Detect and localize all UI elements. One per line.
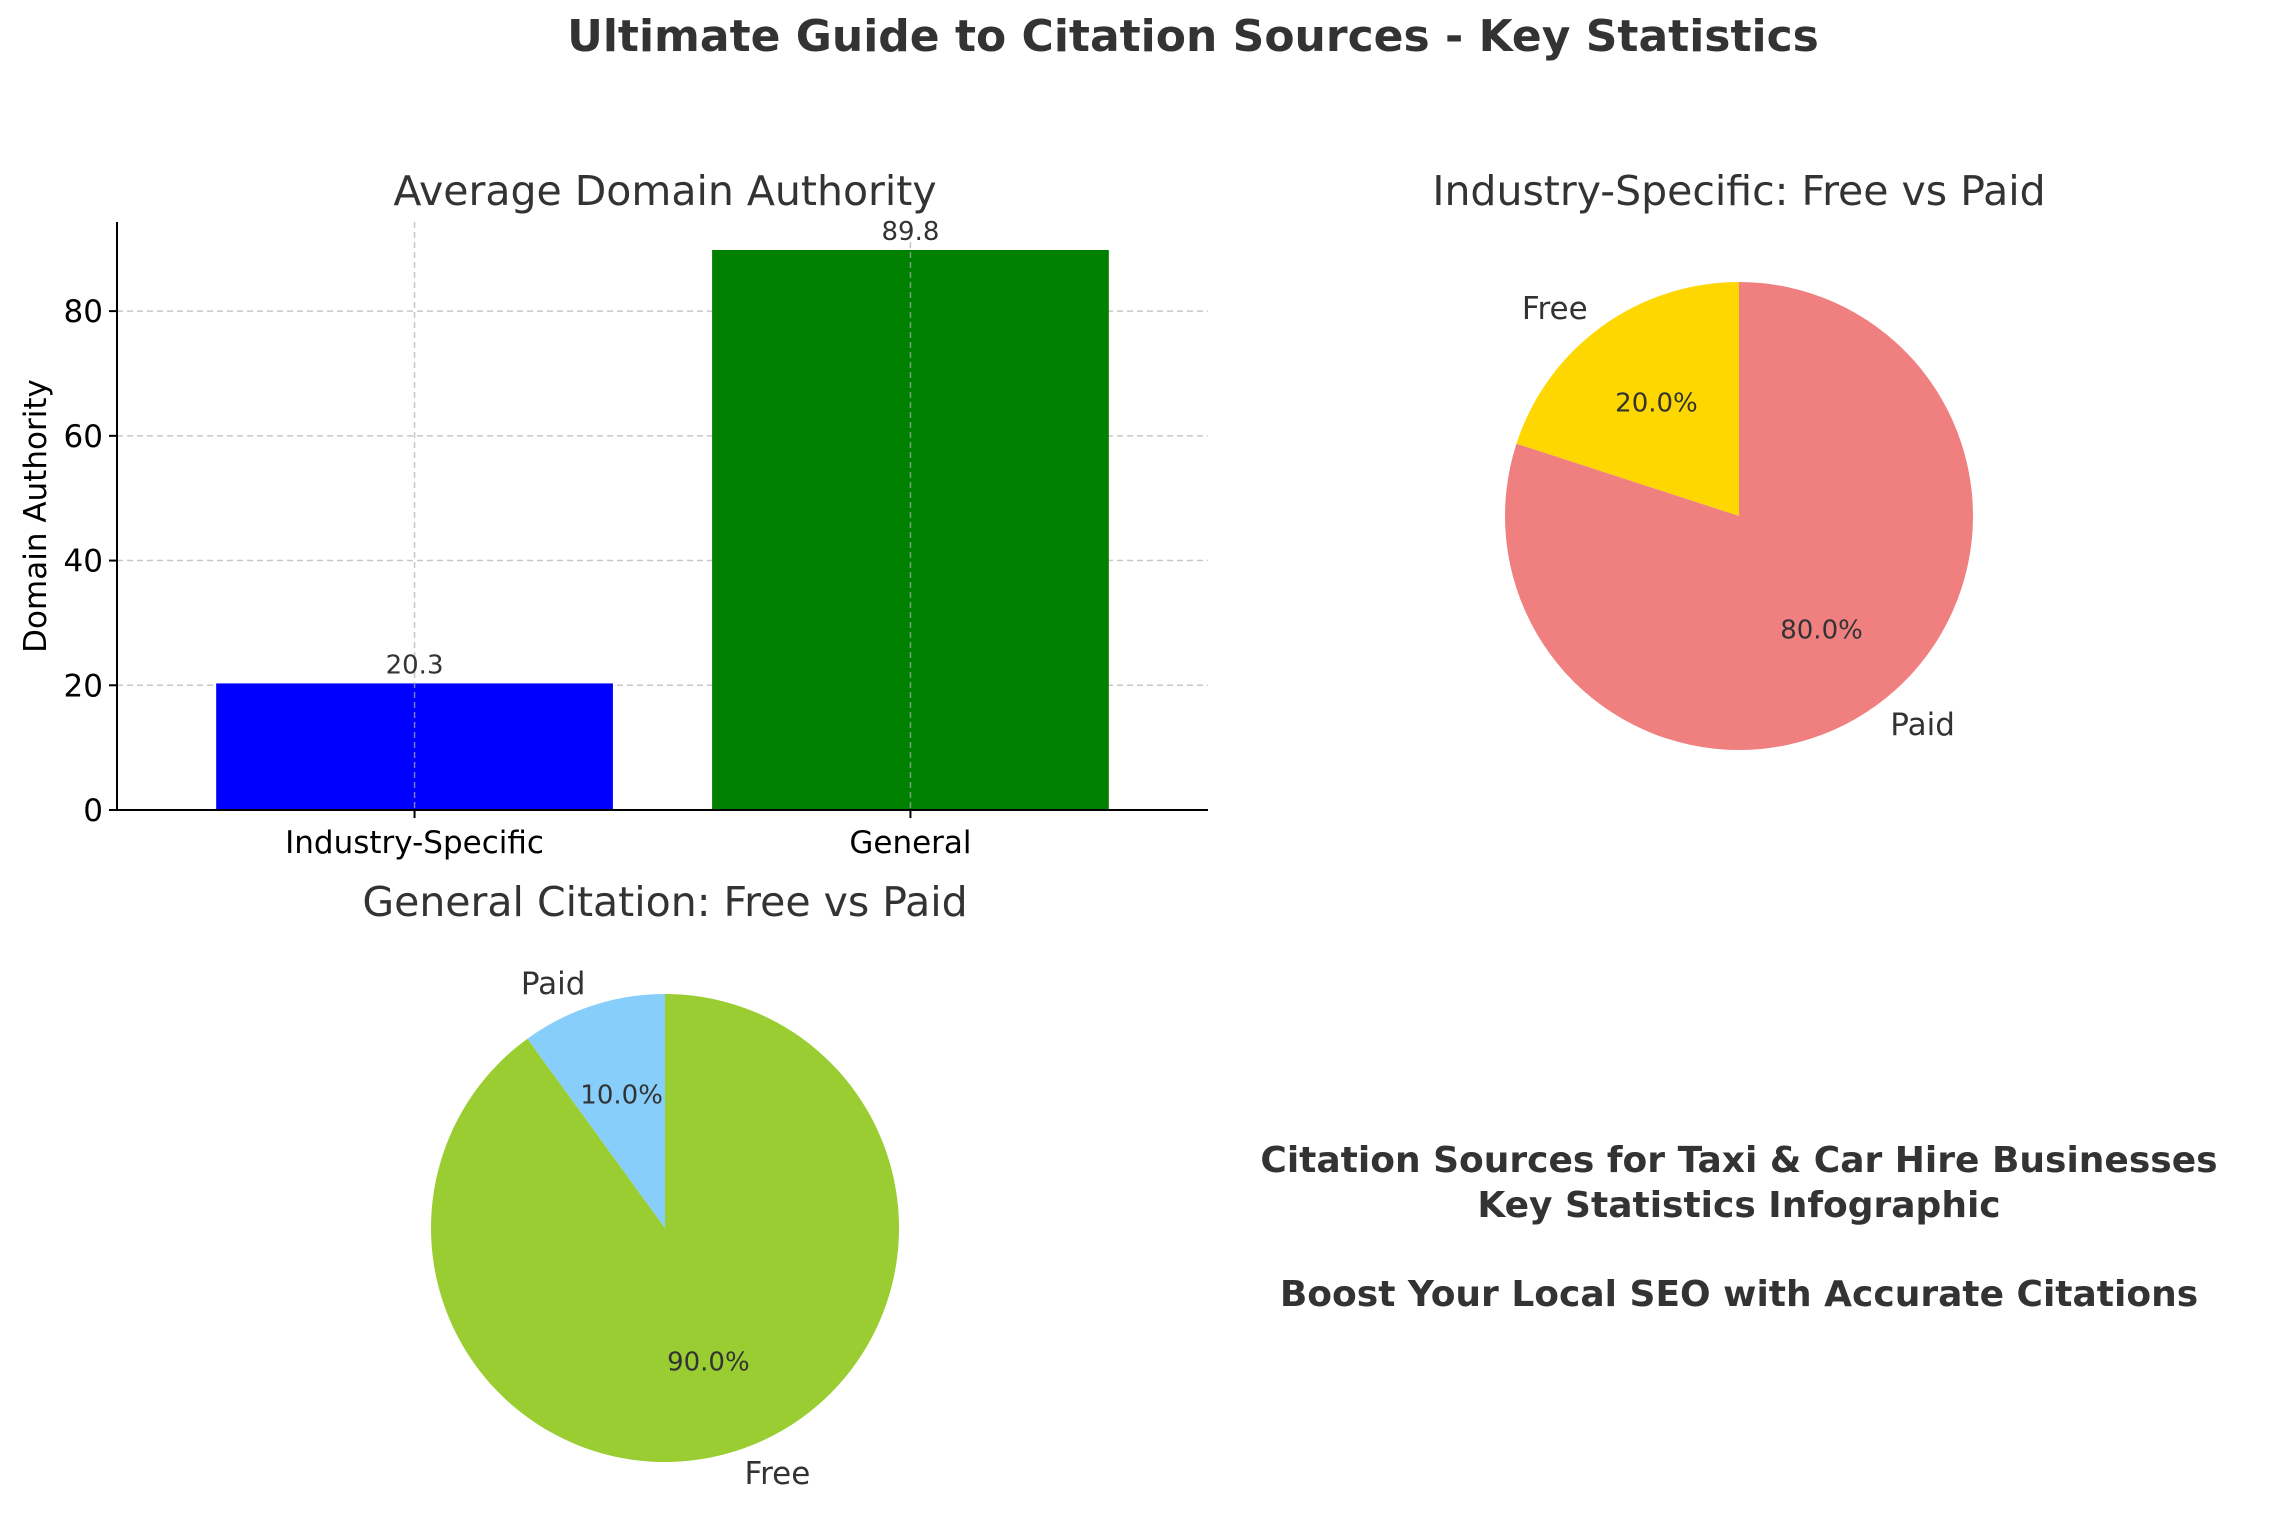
bar-value-labels: 20.3 89.8 [386,217,940,680]
pie-slice [1505,282,1973,750]
general-pie-chart: General Citation: Free vs Paid Free 90.0%… [362,878,967,1492]
y-tick-label: 0 [83,793,103,829]
infographic-line-2: Key Statistics Infographic [1477,1185,2000,1226]
pie-slice [527,994,665,1228]
pie-percent-label: 90.0% [667,1348,750,1378]
pie-percent-label: 20.0% [1615,388,1698,418]
y-axis-ticks: 0 20 40 60 80 [64,294,117,829]
pie-percent-label: 80.0% [1780,616,1863,646]
pie-slice-label: Free [745,1456,811,1492]
y-tick-label: 20 [64,668,103,704]
pie-slice-label: Free [1522,291,1588,327]
infographic-line-3: Boost Your Local SEO with Accurate Citat… [1280,1274,2198,1315]
y-tick-label: 60 [64,419,103,455]
figure-title: Ultimate Guide to Citation Sources - Key… [567,11,1819,62]
x-tick-label: General [849,825,971,861]
infographic-text: Citation Sources for Taxi & Car Hire Bus… [1260,1140,2217,1315]
y-tick-label: 40 [64,544,103,580]
bar-chart-title: Average Domain Authority [393,167,936,215]
bar-chart-vertical-grid [413,222,912,810]
pie-slice [1516,282,1739,516]
general-pie-slices: Free 90.0% Paid 10.0% [431,966,900,1492]
general-pie-title: General Citation: Free vs Paid [362,878,967,926]
bar-value-label: 20.3 [386,650,444,680]
industry-pie-title: Industry-Specific: Free vs Paid [1432,167,2045,215]
bar-chart: Average Domain Authority 0 20 40 60 80 Indus… [18,167,1208,861]
pie-percent-label: 10.0% [580,1080,663,1110]
pie-slice [431,994,900,1463]
industry-pie-chart: Industry-Specific: Free vs Paid Free 20.0… [1432,167,2046,750]
bar-value-label: 89.8 [882,217,940,247]
infographic-line-1: Citation Sources for Taxi & Car Hire Bus… [1260,1140,2217,1181]
industry-pie-slices: Free 20.0% Paid 80.0% [1505,282,1973,750]
y-axis-label: Domain Authority [18,379,54,653]
x-axis-ticks: Industry-Specific General [285,810,972,861]
pie-slice-label: Paid [1890,707,1955,743]
x-tick-label: Industry-Specific [285,825,544,861]
pie-slice-label: Paid [521,966,586,1002]
y-tick-label: 80 [64,294,103,330]
